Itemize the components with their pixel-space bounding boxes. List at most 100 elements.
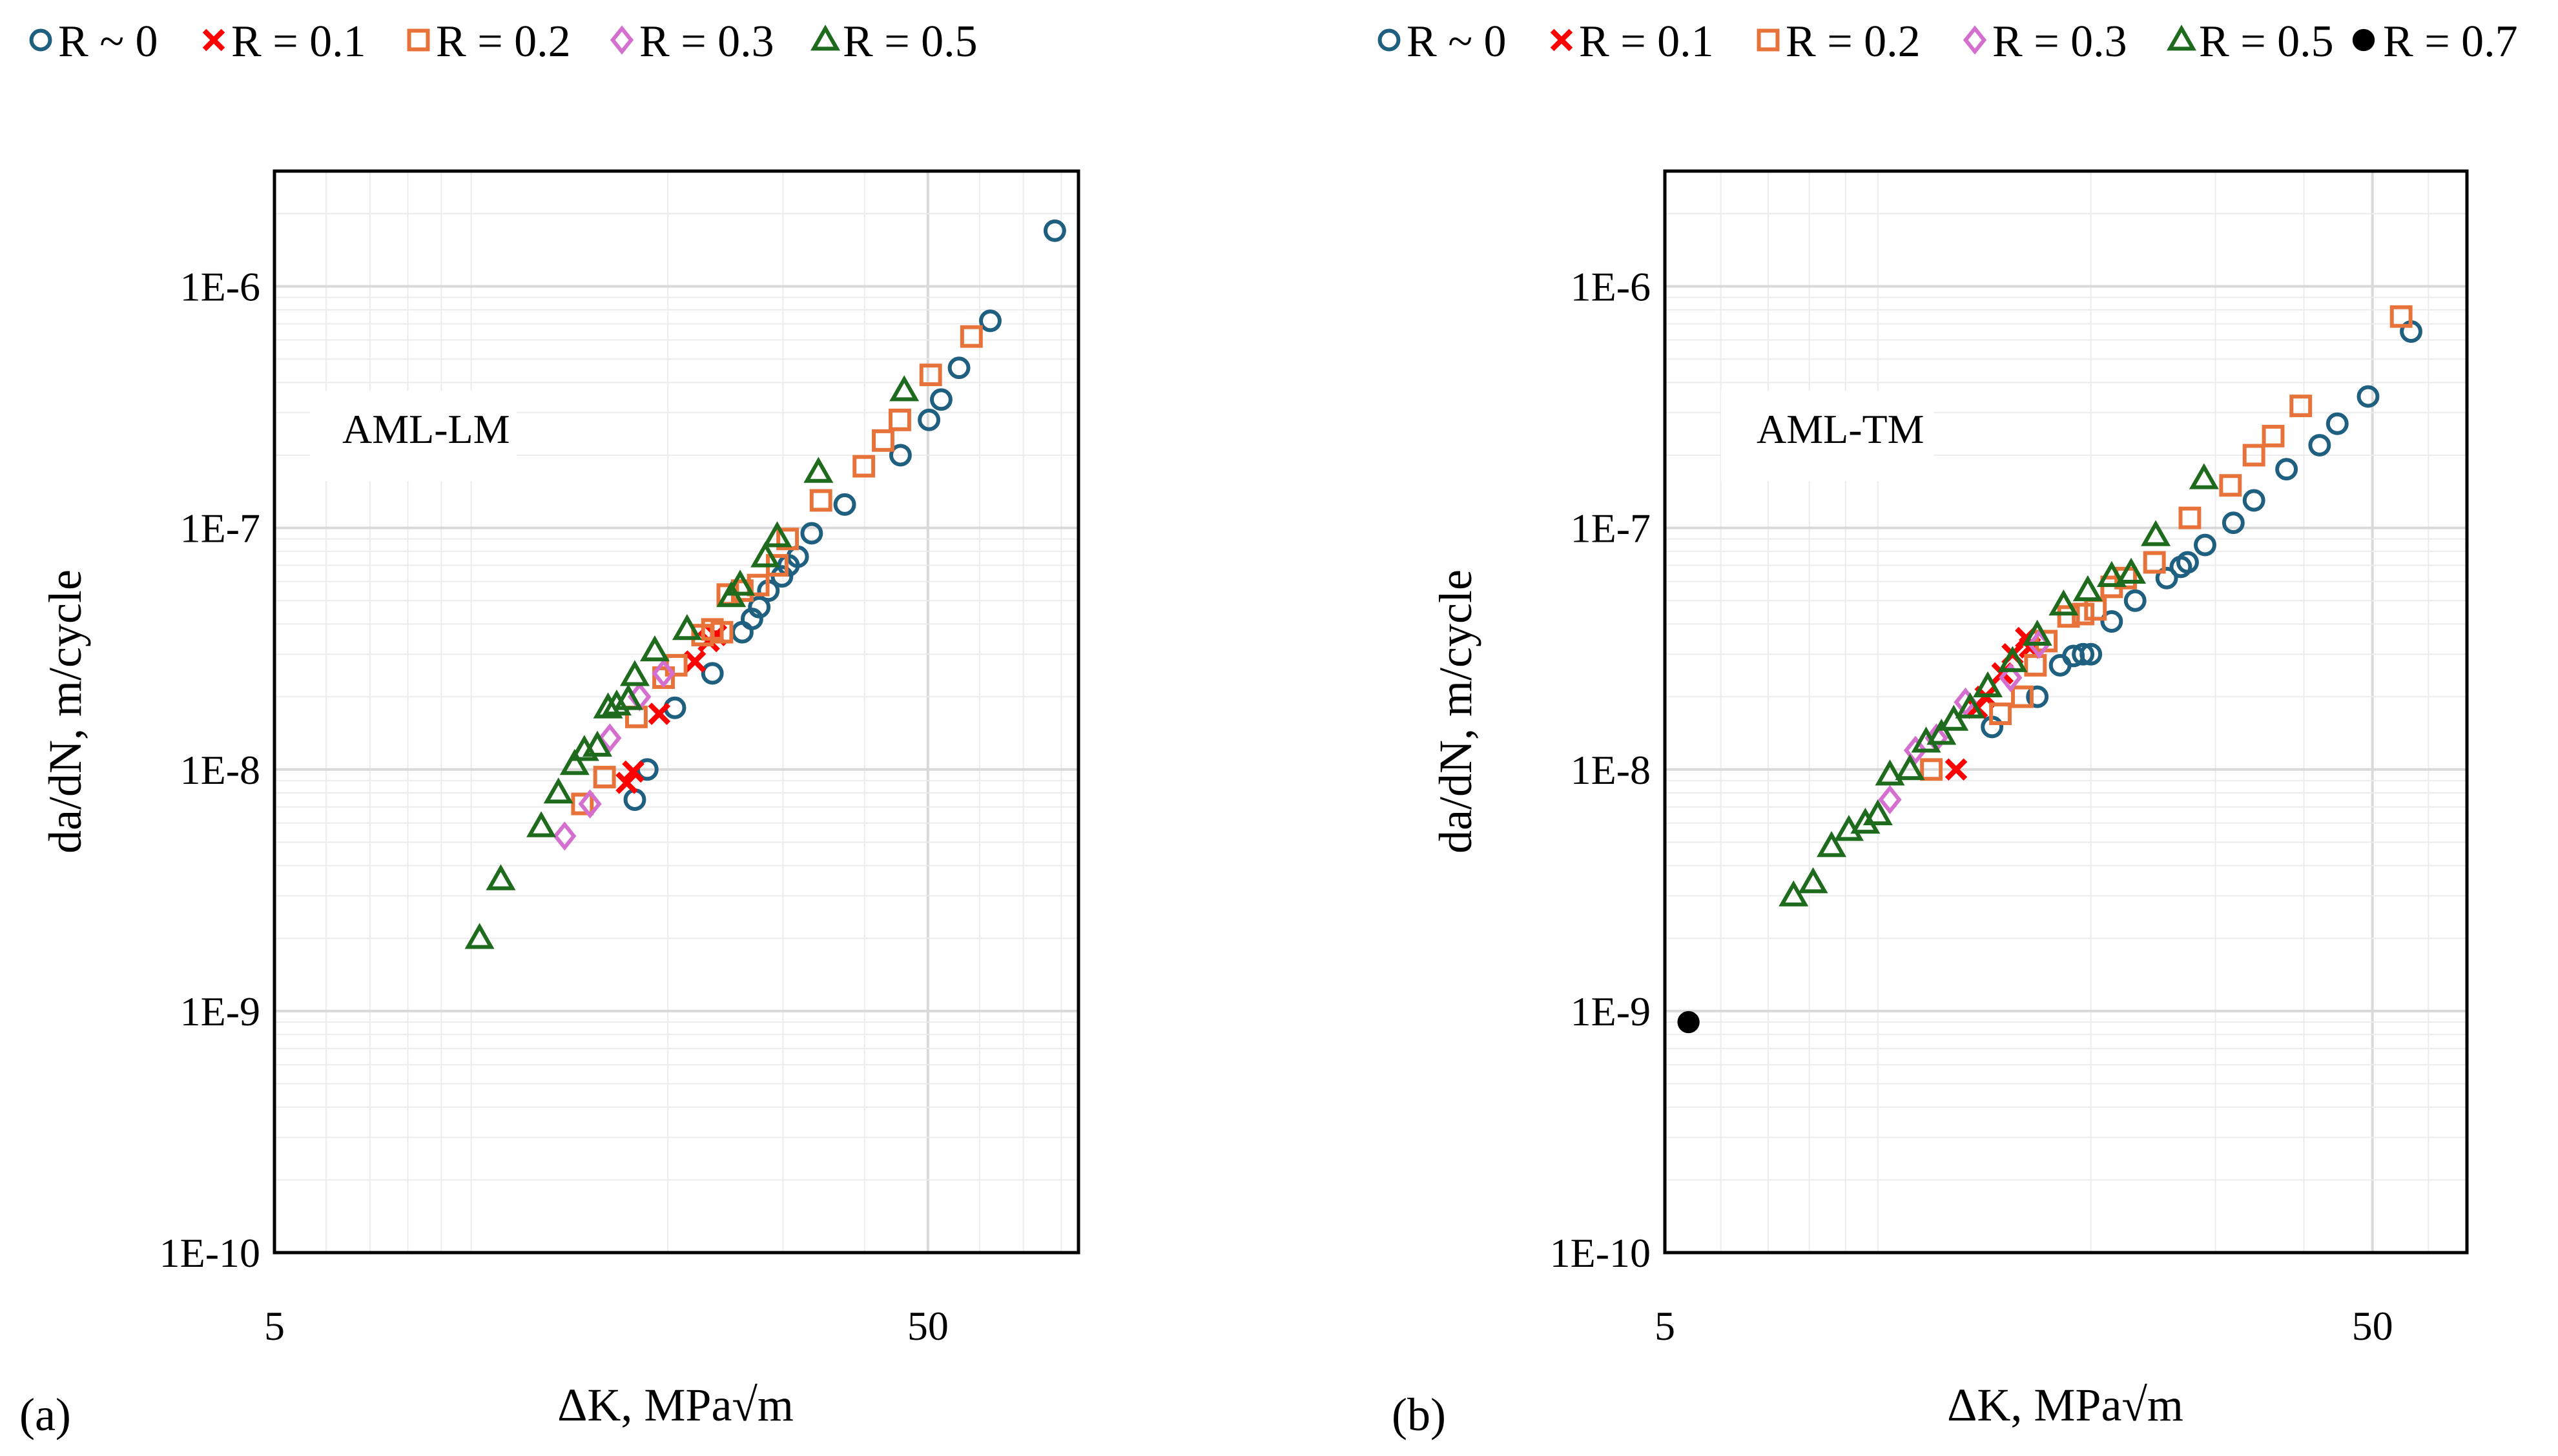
data-point <box>619 660 650 686</box>
y-tick-label: 1E-10 <box>160 1230 260 1276</box>
legend-a-item-1: R = 0.1 <box>202 17 366 67</box>
y-axis-title-b: da/dN, m/cycle <box>1430 569 1481 854</box>
data-point <box>2189 463 2219 489</box>
data-point <box>888 408 911 431</box>
data-point <box>1955 692 1985 719</box>
y-tick-label: 1E-7 <box>1571 506 1651 551</box>
data-point <box>1895 754 1925 781</box>
data-point <box>615 772 638 794</box>
data-point <box>1973 671 2003 698</box>
legend-marker-shape <box>1550 28 1573 52</box>
data-point <box>889 375 920 402</box>
legend-b-item-2: R = 0.2 <box>1757 17 1921 67</box>
panel-b: R ~ 0 R = 0.1 R = 0.2 R = 0.3 R = 0.5 R … <box>1377 17 2518 1441</box>
tick-labels-b: 5 50 1E-10 1E-9 1E-8 1E-7 1E-6 <box>1550 264 2393 1349</box>
y-axis-title-a: da/dN, m/cycle <box>39 569 91 854</box>
data-point <box>2389 305 2413 328</box>
data-point <box>578 789 602 819</box>
legend-a-item-2: R = 0.2 <box>407 17 571 67</box>
legend-marker-shape <box>1757 28 1780 52</box>
legend-b-label-5: R = 0.7 <box>2383 17 2518 67</box>
data-point <box>2116 557 2147 584</box>
data-point <box>2242 444 2265 467</box>
legend-marker <box>2352 28 2375 52</box>
data-point <box>1798 867 1828 894</box>
data-point <box>601 689 632 716</box>
legend-a-label-0: R ~ 0 <box>58 17 158 67</box>
data-point <box>872 429 894 452</box>
legend-b-item-3: R = 0.3 <box>1963 17 2127 67</box>
data-point <box>947 356 971 380</box>
legend-a-label-2: R = 0.2 <box>436 17 571 67</box>
annotation-a: AML-LM <box>342 406 510 452</box>
legend-b-item-0: R ~ 0 <box>1377 17 1507 67</box>
data-point <box>2072 642 2095 666</box>
legend-b: R ~ 0 R = 0.1 R = 0.2 R = 0.3 R = 0.5 R … <box>1377 17 2518 67</box>
legend-b-label-2: R = 0.2 <box>1786 17 1921 67</box>
data-point <box>1999 662 2023 693</box>
legend-b-label-3: R = 0.3 <box>1992 17 2127 67</box>
data-point <box>2308 434 2331 456</box>
legend-marker <box>29 28 52 52</box>
data-point <box>2194 533 2216 557</box>
data-point <box>486 864 516 890</box>
data-point <box>701 662 724 685</box>
data-point <box>2219 474 2242 497</box>
legend-a-item-0: R ~ 0 <box>29 17 158 67</box>
legend-marker <box>1757 28 1780 52</box>
data-point <box>593 692 623 719</box>
x-tick-label: 50 <box>907 1303 949 1349</box>
data-point <box>543 777 573 804</box>
data-point <box>622 760 645 783</box>
data-point <box>2079 642 2103 666</box>
data-point <box>919 364 942 387</box>
legend-b-label-1: R = 0.1 <box>1579 17 1714 67</box>
data-point <box>2048 589 2079 616</box>
y-tick-label: 1E-10 <box>1550 1230 1651 1276</box>
data-points-b <box>1677 305 2422 1034</box>
data-point <box>809 489 832 512</box>
y-tick-label: 1E-9 <box>1571 989 1651 1034</box>
data-point <box>2123 589 2147 612</box>
legend-a-label-1: R = 0.1 <box>231 17 366 67</box>
data-point <box>1926 719 1957 745</box>
data-point <box>2057 605 2080 628</box>
data-point <box>1997 646 2028 672</box>
legend-marker-shape <box>810 25 841 51</box>
y-tick-label: 1E-9 <box>180 989 260 1034</box>
data-point <box>1677 1010 1700 1034</box>
data-point <box>889 444 912 467</box>
data-point <box>960 325 983 348</box>
data-point <box>582 730 613 757</box>
data-point <box>2026 685 2049 708</box>
data-point <box>852 455 876 478</box>
legend-marker <box>810 25 841 51</box>
data-point <box>1779 880 1809 907</box>
data-point <box>800 522 823 545</box>
data-point <box>750 541 781 568</box>
data-point <box>803 456 834 483</box>
data-point <box>2222 511 2245 535</box>
plot-frame-a <box>273 169 1080 1255</box>
data-point <box>710 620 734 644</box>
legend-b-label-4: R = 0.5 <box>2199 17 2334 67</box>
data-point <box>559 748 590 775</box>
legend-a-item-3: R = 0.3 <box>610 17 774 67</box>
x-tick-label: 5 <box>264 1303 285 1349</box>
data-point <box>833 493 856 516</box>
data-point <box>725 569 756 596</box>
data-point <box>2035 630 2058 653</box>
data-point <box>1939 704 1969 731</box>
legend-a-label-4: R = 0.5 <box>843 17 978 67</box>
legend-marker-shape <box>610 25 634 55</box>
y-tick-label: 1E-6 <box>1571 264 1651 310</box>
data-point <box>1875 759 1905 786</box>
legend-marker <box>1963 25 1987 55</box>
legend-marker <box>2166 25 2197 51</box>
data-point <box>464 923 495 949</box>
data-point <box>1878 784 1902 815</box>
tick-labels-a: 5 50 1E-10 1E-9 1E-8 1E-7 1E-6 <box>160 264 949 1349</box>
legend-marker-shape <box>29 28 52 52</box>
data-point <box>2141 520 2171 546</box>
